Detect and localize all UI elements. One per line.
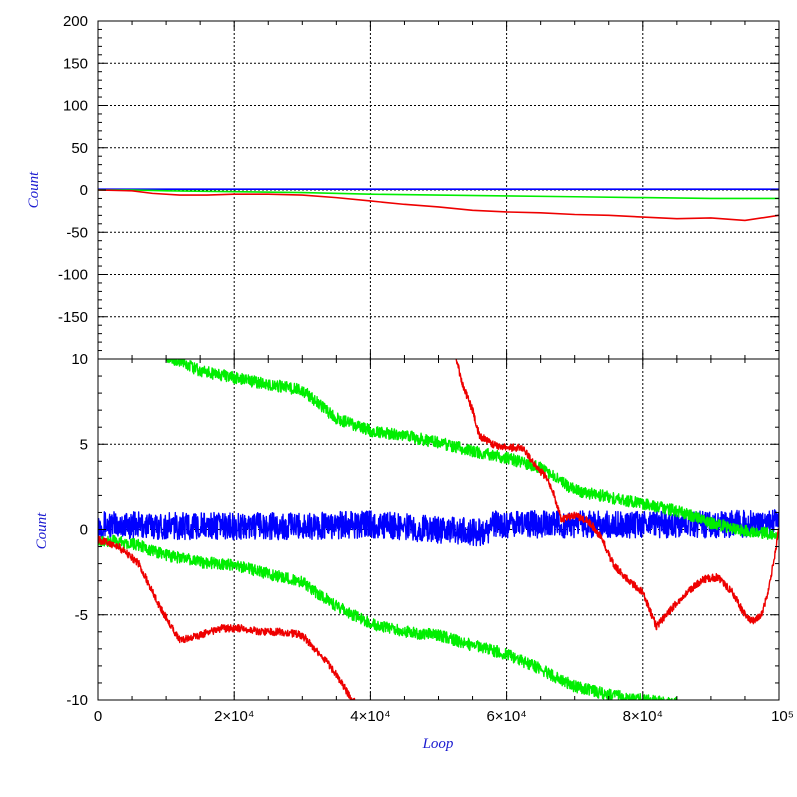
series-line — [98, 535, 356, 700]
y-tick-label: -10 — [66, 692, 88, 709]
x-tick-label: 10⁵ — [771, 708, 794, 725]
y-tick-label: 0 — [80, 182, 88, 199]
x-tick-label: 4×10⁴ — [350, 708, 390, 725]
y-tick-label: 5 — [80, 436, 88, 453]
series-layer — [98, 188, 779, 700]
y-tick-label: 50 — [71, 140, 88, 157]
y-tick-label: 100 — [63, 98, 88, 115]
y-tick-label: 0 — [80, 522, 88, 539]
top-y-axis-title: Count — [26, 171, 42, 209]
y-tick-label: -5 — [75, 607, 88, 624]
x-tick-label: 6×10⁴ — [486, 708, 526, 725]
x-tick-label: 0 — [94, 708, 102, 725]
x-axis-title: Loop — [422, 736, 454, 752]
series-line — [98, 509, 779, 547]
y-tick-label: -150 — [58, 309, 88, 326]
x-tick-label: 8×10⁴ — [623, 708, 663, 725]
series-line — [98, 534, 678, 700]
y-tick-label: -100 — [58, 267, 88, 284]
series-line — [454, 359, 779, 631]
y-tick-label: -50 — [66, 224, 88, 241]
y-tick-label: 150 — [63, 55, 88, 72]
series-line — [98, 189, 779, 200]
series-line — [165, 359, 779, 541]
bottom-y-axis-title: Count — [34, 512, 50, 550]
series-line — [98, 189, 779, 222]
y-tick-label: 200 — [63, 13, 88, 30]
y-tick-label: 10 — [71, 351, 88, 368]
x-tick-label: 2×10⁴ — [214, 708, 254, 725]
tick-marks — [97, 20, 780, 701]
